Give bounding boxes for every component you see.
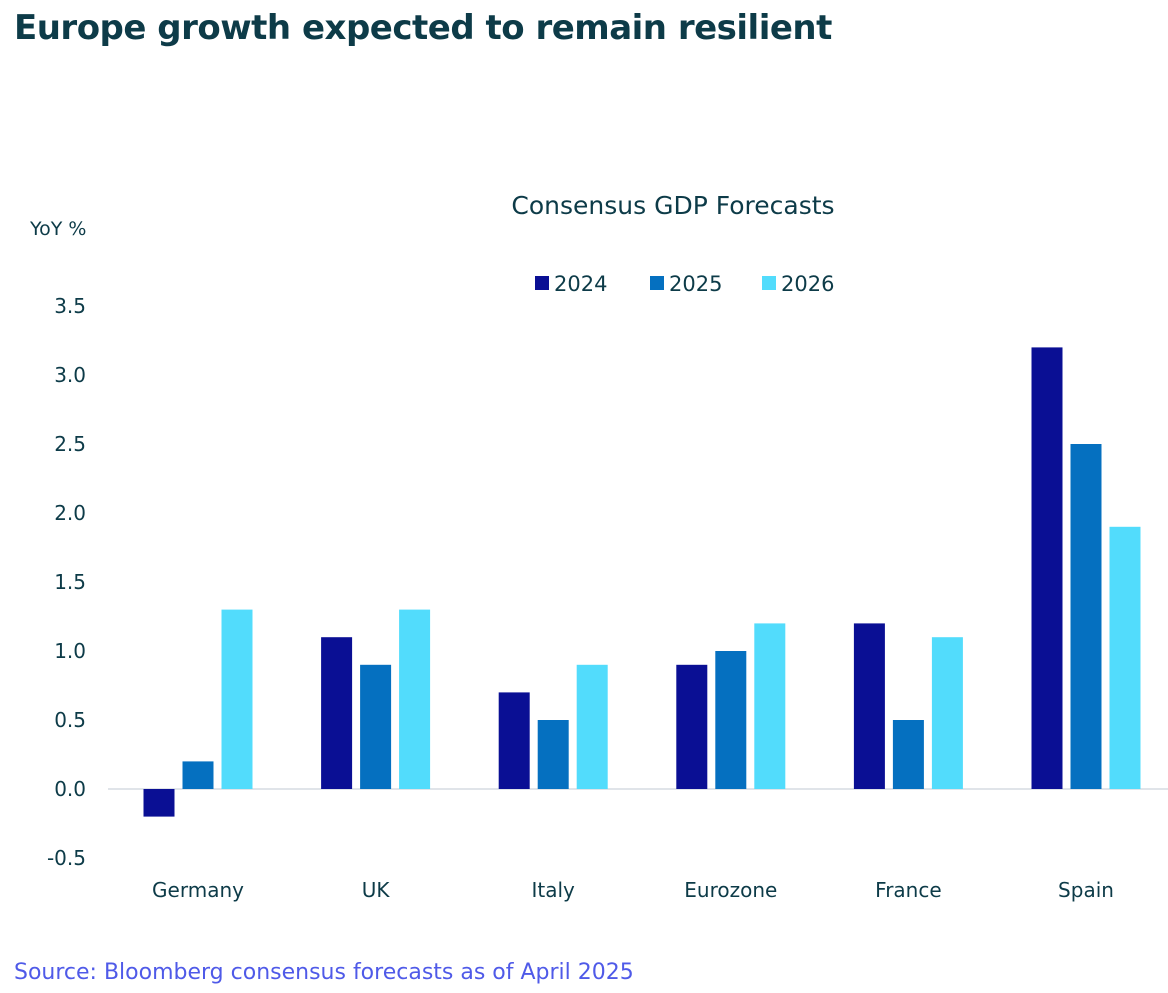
bar: [143, 789, 175, 817]
bars: [143, 347, 1141, 817]
bar: [360, 664, 392, 789]
x-tick-label: UK: [362, 878, 391, 902]
bar: [399, 609, 431, 789]
legend-swatch: [762, 276, 776, 290]
bar: [715, 651, 747, 789]
bar: [931, 637, 963, 789]
bar: [1070, 444, 1102, 789]
bar: [576, 664, 608, 789]
bar: [1109, 526, 1141, 789]
legend-label: 2026: [781, 272, 834, 296]
y-tick-label: 2.0: [54, 501, 86, 525]
y-tick-label: 2.5: [54, 432, 86, 456]
bar: [537, 720, 569, 789]
bar: [754, 623, 786, 789]
x-tick-label: Italy: [532, 878, 576, 902]
legend: 2024 2025 2026: [535, 272, 834, 296]
x-axis-labels: Germany UK Italy Eurozone France Spain: [152, 878, 1114, 902]
y-tick-label: 0.0: [54, 777, 86, 801]
x-tick-label: Eurozone: [684, 878, 777, 902]
y-tick-label: 1.0: [54, 639, 86, 663]
x-tick-label: Germany: [152, 878, 244, 902]
bar: [676, 664, 708, 789]
chart-title: Consensus GDP Forecasts: [511, 191, 834, 220]
bar: [853, 623, 885, 789]
y-tick-label: 3.0: [54, 363, 86, 387]
source-note: Source: Bloomberg consensus forecasts as…: [14, 960, 634, 985]
legend-label: 2024: [554, 272, 607, 296]
x-tick-label: France: [875, 878, 942, 902]
page-title: Europe growth expected to remain resilie…: [14, 8, 832, 48]
legend-swatch: [535, 276, 549, 290]
y-axis-ticks: -0.5 0.0 0.5 1.0 1.5 2.0 2.5 3.0 3.5: [47, 294, 86, 870]
y-tick-label: -0.5: [47, 846, 86, 870]
bar: [221, 609, 253, 789]
bar: [892, 720, 924, 789]
bar: [1031, 347, 1063, 789]
y-tick-label: 0.5: [54, 708, 86, 732]
x-tick-label: Spain: [1058, 878, 1114, 902]
bar: [498, 692, 530, 789]
legend-swatch: [650, 276, 664, 290]
y-tick-label: 3.5: [54, 294, 86, 318]
y-tick-label: 1.5: [54, 570, 86, 594]
bar: [182, 761, 214, 789]
legend-label: 2025: [669, 272, 722, 296]
bar: [321, 637, 353, 789]
y-axis-label: YoY %: [29, 218, 86, 240]
